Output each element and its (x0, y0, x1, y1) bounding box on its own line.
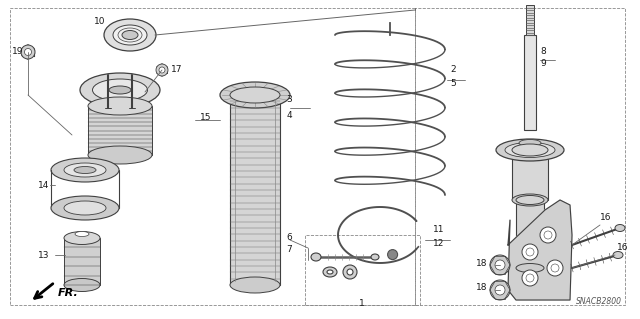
Ellipse shape (64, 278, 100, 292)
Text: 7: 7 (286, 246, 292, 255)
Ellipse shape (109, 86, 131, 94)
Bar (10, 8, 415, 305)
Ellipse shape (323, 267, 337, 277)
Text: 2: 2 (450, 65, 456, 75)
Text: 6: 6 (286, 233, 292, 241)
Text: 8: 8 (540, 48, 546, 56)
Ellipse shape (122, 31, 138, 40)
Circle shape (490, 280, 510, 300)
Text: SNACB2800: SNACB2800 (576, 298, 622, 307)
Circle shape (159, 67, 165, 73)
Ellipse shape (220, 82, 290, 108)
Circle shape (522, 270, 538, 286)
Ellipse shape (64, 201, 106, 215)
Circle shape (526, 274, 534, 282)
Ellipse shape (505, 143, 555, 158)
Circle shape (526, 248, 534, 256)
Ellipse shape (516, 263, 544, 272)
Ellipse shape (519, 139, 541, 146)
Circle shape (551, 264, 559, 272)
Circle shape (347, 269, 353, 275)
Bar (64, 238, 100, 285)
Ellipse shape (75, 232, 89, 236)
Circle shape (547, 260, 563, 276)
Bar (526, 5, 534, 35)
Circle shape (343, 265, 357, 279)
Ellipse shape (230, 87, 280, 103)
Text: 15: 15 (200, 114, 211, 122)
Ellipse shape (613, 251, 623, 258)
Circle shape (156, 64, 168, 76)
Ellipse shape (88, 97, 152, 115)
Text: 14: 14 (38, 181, 49, 189)
Bar (512, 150, 548, 200)
Text: 1: 1 (359, 299, 365, 308)
Ellipse shape (512, 194, 548, 206)
Ellipse shape (74, 167, 96, 174)
Bar (516, 200, 544, 268)
Circle shape (540, 227, 556, 243)
Text: 9: 9 (540, 60, 546, 69)
Ellipse shape (104, 19, 156, 51)
Circle shape (490, 255, 510, 275)
Ellipse shape (51, 196, 119, 220)
Text: 16: 16 (617, 243, 628, 253)
Circle shape (522, 244, 538, 260)
Text: 4: 4 (286, 110, 292, 120)
Ellipse shape (80, 73, 160, 107)
Text: 18: 18 (476, 258, 487, 268)
Circle shape (544, 231, 552, 239)
Ellipse shape (230, 277, 280, 293)
Ellipse shape (512, 144, 548, 156)
Text: 12: 12 (433, 239, 444, 248)
Circle shape (495, 285, 505, 295)
Ellipse shape (88, 146, 152, 164)
Ellipse shape (371, 254, 379, 260)
Circle shape (495, 260, 505, 270)
Text: 19: 19 (12, 48, 24, 56)
Ellipse shape (93, 79, 147, 101)
Ellipse shape (327, 270, 333, 274)
Ellipse shape (496, 139, 564, 161)
Ellipse shape (241, 90, 269, 100)
Text: 11: 11 (433, 226, 445, 234)
Ellipse shape (516, 196, 544, 204)
Bar (88, 106, 152, 155)
Text: FR.: FR. (58, 288, 79, 298)
Text: 3: 3 (286, 95, 292, 105)
Text: 18: 18 (476, 284, 487, 293)
Ellipse shape (64, 163, 106, 177)
Bar (230, 95, 280, 285)
Text: 13: 13 (38, 250, 49, 259)
Ellipse shape (64, 232, 100, 244)
Bar (415, 8, 625, 305)
Text: 17: 17 (171, 65, 182, 75)
Polygon shape (508, 200, 572, 300)
Ellipse shape (615, 225, 625, 232)
Text: 10: 10 (93, 18, 105, 26)
Circle shape (388, 249, 397, 260)
Text: 5: 5 (450, 78, 456, 87)
Circle shape (21, 45, 35, 59)
Text: 16: 16 (600, 213, 611, 222)
Bar (305, 235, 420, 305)
Circle shape (24, 48, 31, 56)
Ellipse shape (51, 158, 119, 182)
Ellipse shape (311, 253, 321, 261)
Ellipse shape (113, 25, 147, 45)
Bar (524, 35, 536, 130)
